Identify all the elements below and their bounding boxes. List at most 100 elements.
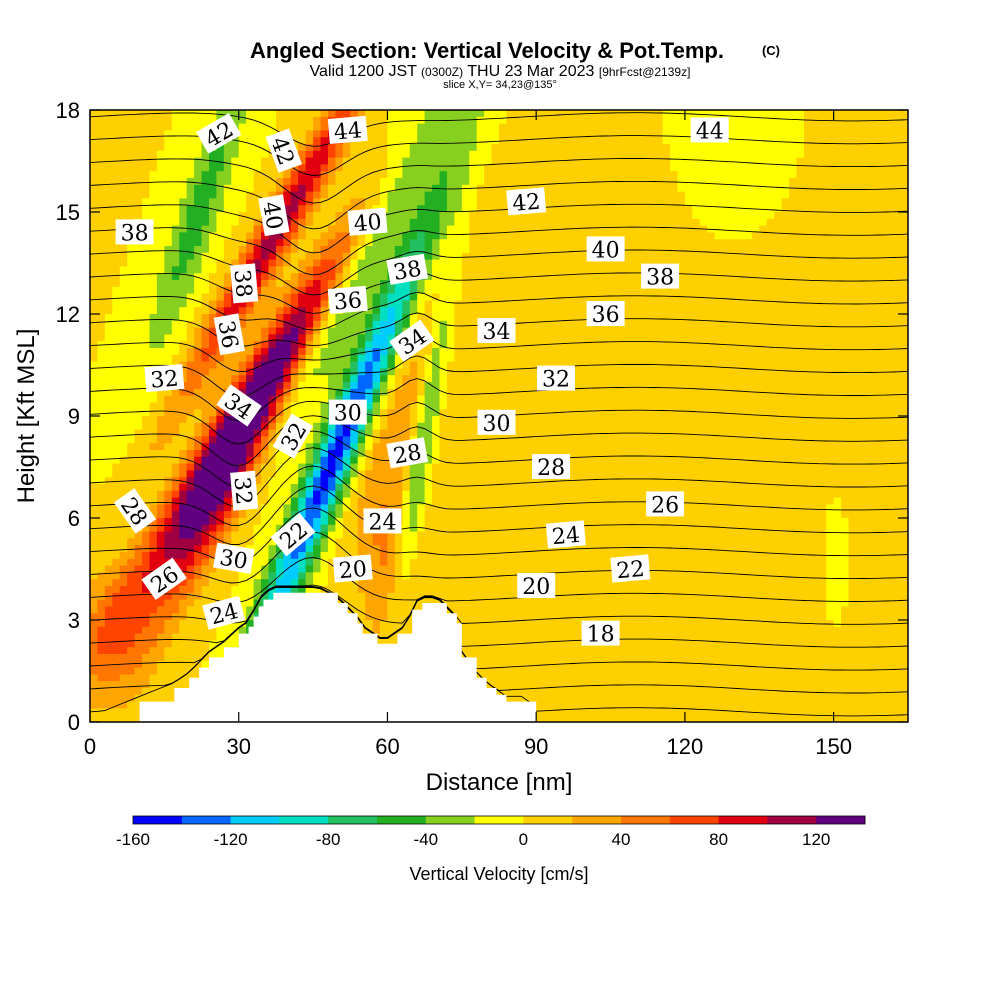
w-cell bbox=[231, 354, 240, 363]
w-cell bbox=[327, 259, 336, 267]
w-cell bbox=[380, 144, 389, 152]
w-cell bbox=[142, 171, 151, 179]
w-cell bbox=[320, 443, 329, 451]
w-cell bbox=[134, 130, 143, 138]
w-cell bbox=[208, 511, 218, 519]
w-cell bbox=[387, 157, 396, 165]
w-cell bbox=[387, 552, 396, 560]
w-cell bbox=[394, 232, 403, 240]
w-cell bbox=[350, 552, 359, 560]
w-cell bbox=[357, 259, 366, 267]
w-cell bbox=[320, 361, 329, 369]
w-cell bbox=[201, 212, 210, 220]
w-cell bbox=[119, 157, 128, 165]
w-cell bbox=[313, 477, 322, 485]
w-cell bbox=[387, 388, 396, 397]
w-cell bbox=[275, 395, 284, 403]
w-cell bbox=[164, 531, 173, 539]
w-cell bbox=[454, 348, 463, 356]
w-cell bbox=[164, 144, 173, 152]
w-cell bbox=[261, 545, 270, 553]
w-cell bbox=[156, 688, 165, 696]
w-cell bbox=[305, 429, 314, 437]
w-cell bbox=[454, 422, 463, 431]
w-cell bbox=[201, 157, 210, 165]
w-cell bbox=[97, 314, 106, 322]
w-cell bbox=[454, 150, 463, 159]
w-cell bbox=[90, 246, 99, 254]
w-cell bbox=[119, 130, 128, 138]
w-cell bbox=[97, 402, 106, 410]
w-cell bbox=[290, 348, 299, 356]
w-cell bbox=[446, 354, 455, 363]
w-cell bbox=[461, 504, 470, 512]
w-cell bbox=[380, 613, 389, 621]
w-cell bbox=[350, 110, 359, 118]
w-cell bbox=[365, 613, 374, 621]
w-cell bbox=[119, 701, 128, 709]
w-cell bbox=[261, 456, 270, 465]
w-cell bbox=[156, 137, 165, 145]
w-cell bbox=[97, 422, 106, 431]
w-cell bbox=[134, 715, 143, 722]
w-cell bbox=[342, 334, 351, 342]
w-cell bbox=[90, 198, 99, 206]
w-cell bbox=[201, 354, 210, 363]
w-cell bbox=[186, 497, 195, 505]
w-cell bbox=[134, 157, 143, 165]
w-cell bbox=[268, 184, 277, 193]
w-cell bbox=[179, 225, 188, 233]
w-cell bbox=[290, 497, 299, 505]
w-cell bbox=[171, 334, 180, 342]
w-cell bbox=[208, 484, 218, 492]
w-cell bbox=[179, 191, 188, 199]
w-cell bbox=[454, 490, 463, 499]
w-cell bbox=[194, 640, 203, 648]
w-cell bbox=[104, 450, 113, 458]
w-cell bbox=[476, 361, 485, 369]
w-cell bbox=[127, 450, 136, 458]
w-cell bbox=[491, 456, 500, 465]
w-cell bbox=[231, 307, 240, 315]
w-cell bbox=[156, 388, 165, 397]
w-cell bbox=[446, 327, 455, 335]
w-cell bbox=[201, 633, 210, 641]
w-cell bbox=[90, 497, 99, 505]
w-cell bbox=[320, 456, 329, 465]
w-cell bbox=[268, 123, 277, 131]
w-cell bbox=[104, 681, 113, 689]
w-cell bbox=[164, 640, 173, 648]
w-cell bbox=[409, 205, 418, 213]
w-cell bbox=[186, 137, 195, 145]
w-cell bbox=[476, 198, 485, 206]
w-cell bbox=[119, 252, 128, 261]
w-cell bbox=[90, 531, 99, 539]
w-cell bbox=[112, 334, 121, 342]
w-cell bbox=[305, 375, 314, 383]
w-cell bbox=[253, 286, 262, 295]
w-cell bbox=[127, 395, 136, 403]
w-cell bbox=[216, 490, 225, 499]
w-cell bbox=[134, 314, 143, 322]
w-cell bbox=[171, 171, 180, 179]
w-cell bbox=[313, 232, 322, 240]
w-cell bbox=[446, 579, 455, 587]
w-cell bbox=[320, 416, 329, 424]
w-cell bbox=[372, 456, 381, 465]
w-cell bbox=[127, 626, 136, 635]
w-cell bbox=[119, 144, 128, 152]
w-cell bbox=[432, 225, 441, 233]
w-cell bbox=[246, 450, 255, 458]
w-cell bbox=[469, 198, 478, 206]
w-cell bbox=[320, 348, 329, 356]
w-cell bbox=[290, 266, 299, 274]
w-cell bbox=[320, 259, 329, 267]
w-cell bbox=[365, 150, 374, 159]
w-cell bbox=[305, 334, 314, 342]
w-cell bbox=[380, 259, 389, 267]
w-cell bbox=[186, 647, 195, 655]
w-cell bbox=[380, 130, 389, 138]
w-cell bbox=[253, 144, 262, 152]
w-cell bbox=[446, 592, 455, 601]
w-cell bbox=[491, 674, 500, 682]
